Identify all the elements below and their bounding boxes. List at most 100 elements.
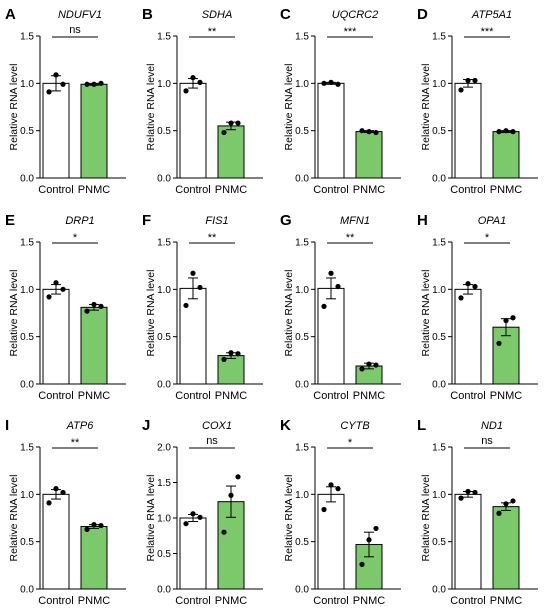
- data-point: [503, 501, 509, 507]
- y-tick-label: 2.0: [157, 443, 171, 454]
- y-axis-label: Relative RNA level: [420, 475, 432, 562]
- gene-title: DRP1: [65, 215, 94, 227]
- category-label: PNMC: [215, 390, 247, 402]
- y-axis-label: Relative RNA level: [283, 270, 295, 357]
- y-tick-label: 0.0: [432, 585, 446, 596]
- panel-letter: G: [280, 212, 292, 229]
- category-label: Control: [313, 595, 348, 607]
- panel-letter: H: [417, 212, 428, 229]
- data-point: [328, 79, 334, 85]
- bar-control: [454, 82, 482, 179]
- category-label: Control: [38, 184, 73, 196]
- y-tick-label: 0.5: [295, 332, 309, 343]
- data-point: [221, 356, 227, 362]
- y-tick-label: 1.0: [20, 285, 34, 296]
- category-label: PNMC: [490, 390, 522, 402]
- y-tick-label: 1.0: [157, 79, 171, 90]
- y-tick-label: 1.0: [295, 79, 309, 90]
- data-point: [373, 129, 379, 136]
- data-point: [373, 362, 379, 368]
- panel-letter: E: [5, 212, 15, 229]
- y-tick-label: 1.5: [432, 32, 446, 43]
- data-point: [235, 351, 241, 357]
- y-axis-label: Relative RNA level: [8, 270, 20, 357]
- data-point: [183, 302, 189, 309]
- y-tick-label: 1.0: [20, 79, 34, 90]
- panel-letter: L: [417, 417, 426, 434]
- data-point: [472, 489, 478, 496]
- significance-label: *: [348, 437, 353, 449]
- data-point: [91, 522, 97, 528]
- category-label: Control: [175, 390, 210, 402]
- y-tick-label: 1.5: [157, 32, 171, 43]
- significance-label: **: [208, 26, 217, 38]
- bar-control: [317, 82, 345, 179]
- data-point: [183, 88, 189, 94]
- data-point: [183, 521, 189, 527]
- panel-letter: K: [280, 417, 291, 434]
- data-point: [328, 270, 334, 276]
- y-axis-label: Relative RNA level: [420, 64, 432, 151]
- y-tick-label: 1.5: [432, 443, 446, 454]
- chart-panel-h: H OPA1 Relative RNA level 0.0 0.5 1.0 1.5 Contr…: [417, 212, 538, 402]
- chart-panel-k: K CYTB Relative RNA level 0.0 0.5 1.0 1.5 Contr…: [280, 417, 401, 607]
- significance-label: **: [71, 437, 80, 449]
- y-axis-label: Relative RNA level: [283, 475, 295, 562]
- data-point: [53, 72, 59, 78]
- category-label: PNMC: [353, 184, 385, 196]
- data-point: [359, 561, 365, 567]
- y-axis-label: Relative RNA level: [145, 475, 157, 562]
- panel-letter: I: [5, 417, 9, 434]
- y-tick-label: 0.5: [432, 126, 446, 137]
- significance-label: **: [208, 232, 217, 244]
- data-point: [465, 281, 471, 287]
- y-tick-label: 1.5: [20, 443, 34, 454]
- significance-label: ns: [206, 435, 218, 447]
- bar-control: [317, 287, 345, 385]
- data-point: [472, 77, 478, 84]
- bar-pnmc: [355, 131, 383, 179]
- panel-letter: F: [142, 212, 151, 229]
- data-point: [496, 510, 502, 516]
- y-axis-label: Relative RNA level: [283, 64, 295, 151]
- data-point: [458, 87, 464, 93]
- category-label: Control: [38, 595, 73, 607]
- gene-title: FIS1: [205, 215, 228, 227]
- data-point: [510, 315, 516, 321]
- data-point: [510, 129, 516, 135]
- data-point: [328, 482, 334, 488]
- data-point: [335, 486, 341, 492]
- significance-label: ***: [481, 26, 495, 38]
- category-label: Control: [175, 595, 210, 607]
- panel-letter: C: [280, 6, 291, 23]
- data-point: [366, 129, 372, 135]
- gene-title: MFN1: [340, 215, 370, 227]
- chart-panel-b: B SDHA Relative RNA level 0.0 0.5 1.0 1.5 Contr…: [142, 6, 263, 196]
- data-point: [458, 495, 464, 501]
- y-tick-label: 0.5: [432, 332, 446, 343]
- data-point: [359, 366, 365, 372]
- data-point: [465, 77, 471, 84]
- data-point: [91, 81, 97, 87]
- category-label: PNMC: [78, 390, 110, 402]
- data-point: [197, 284, 203, 291]
- category-label: Control: [450, 184, 485, 196]
- data-point: [197, 79, 203, 85]
- gene-title: SDHA: [202, 9, 233, 21]
- panel-letter: A: [5, 6, 16, 23]
- chart-panel-g: G MFN1 Relative RNA level 0.0 0.5 1.0 1.5 Contr…: [280, 212, 401, 402]
- data-point: [98, 80, 104, 86]
- y-tick-label: 1.0: [157, 285, 171, 296]
- chart-panel-j: J COX1 Relative RNA level 0.0 0.5 1.0 1.5 2.0 Co…: [142, 417, 263, 607]
- y-tick-label: 1.5: [20, 32, 34, 43]
- gene-title: UQCRC2: [332, 9, 378, 21]
- chart-panel-i: I ATP6 Relative RNA level 0.0 0.5 1.0 1.5 Contr…: [5, 417, 126, 607]
- data-point: [190, 511, 196, 517]
- y-tick-label: 0.5: [157, 126, 171, 137]
- category-label: PNMC: [490, 595, 522, 607]
- bar-pnmc: [80, 526, 108, 590]
- gene-title: COX1: [202, 420, 232, 432]
- y-tick-label: 1.0: [20, 490, 34, 501]
- data-point: [496, 340, 502, 346]
